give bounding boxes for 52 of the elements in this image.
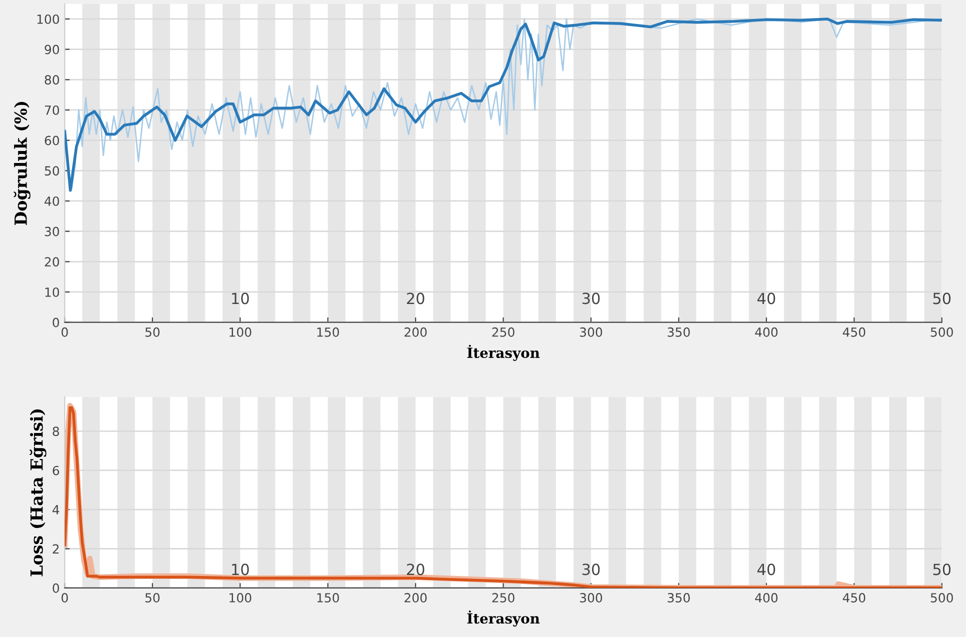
- x-tick-label: 200: [404, 327, 427, 337]
- x-tick-label: 150: [317, 593, 339, 602]
- annotation: 50: [933, 292, 951, 304]
- x-tick-label: 350: [668, 327, 690, 337]
- x-tick-label: 300: [580, 593, 602, 602]
- x-tick-label: 0: [62, 327, 68, 337]
- y-tick-label: 100: [37, 14, 60, 24]
- x-tick-label: 400: [755, 327, 778, 337]
- y-tick-label: 20: [44, 257, 60, 267]
- x-tick-label: 150: [317, 327, 339, 337]
- x-tick-label: 350: [668, 593, 690, 602]
- annotation: 30: [582, 564, 600, 576]
- x-tick-label: 250: [492, 327, 514, 337]
- y-tick-label: 80: [44, 75, 60, 85]
- x-tick-label: 500: [930, 327, 953, 337]
- x-tick-label: 300: [580, 327, 602, 337]
- x-tick-label: 100: [230, 327, 252, 337]
- y-axis-title: Doğruluk (%): [14, 102, 30, 226]
- annotation: 10: [232, 292, 249, 304]
- x-tick-label: 0: [62, 593, 68, 602]
- y-tick-label: 70: [44, 105, 60, 115]
- x-tick-label: 250: [492, 593, 514, 602]
- x-tick-label: 200: [404, 593, 427, 602]
- y-tick-label: 30: [44, 226, 60, 236]
- annotation: 40: [757, 564, 776, 576]
- annotation: 40: [757, 292, 776, 304]
- annotation: 20: [406, 292, 424, 304]
- x-tick-label: 400: [755, 593, 778, 602]
- x-tick-label: 500: [930, 593, 953, 602]
- y-tick-label: 50: [44, 166, 60, 176]
- y-tick-label: 8: [52, 426, 60, 436]
- annotation: 50: [933, 564, 951, 576]
- annotation: 10: [232, 564, 249, 576]
- y-tick-label: 40: [44, 196, 60, 206]
- x-tick-label: 100: [230, 593, 252, 602]
- x-tick-label: 50: [145, 593, 160, 602]
- x-tick-label: 50: [145, 327, 160, 337]
- annotation: 20: [406, 564, 424, 576]
- y-tick-label: 0: [52, 318, 60, 328]
- x-tick-label: 450: [842, 327, 866, 337]
- y-axis-title: Loss (Hata Eğrisi): [30, 409, 46, 576]
- y-tick-label: 0: [52, 583, 60, 593]
- y-tick-label: 10: [45, 287, 60, 297]
- annotation: 30: [582, 292, 600, 304]
- y-tick-label: 2: [52, 544, 59, 554]
- x-tick-label: 450: [842, 593, 866, 602]
- y-tick-label: 60: [44, 136, 60, 146]
- x-axis-title: İterasyon: [467, 610, 540, 627]
- y-tick-label: 4: [52, 505, 60, 514]
- y-tick-label: 6: [52, 466, 60, 476]
- x-axis-title: İterasyon: [467, 344, 540, 361]
- y-tick-label: 90: [44, 44, 60, 54]
